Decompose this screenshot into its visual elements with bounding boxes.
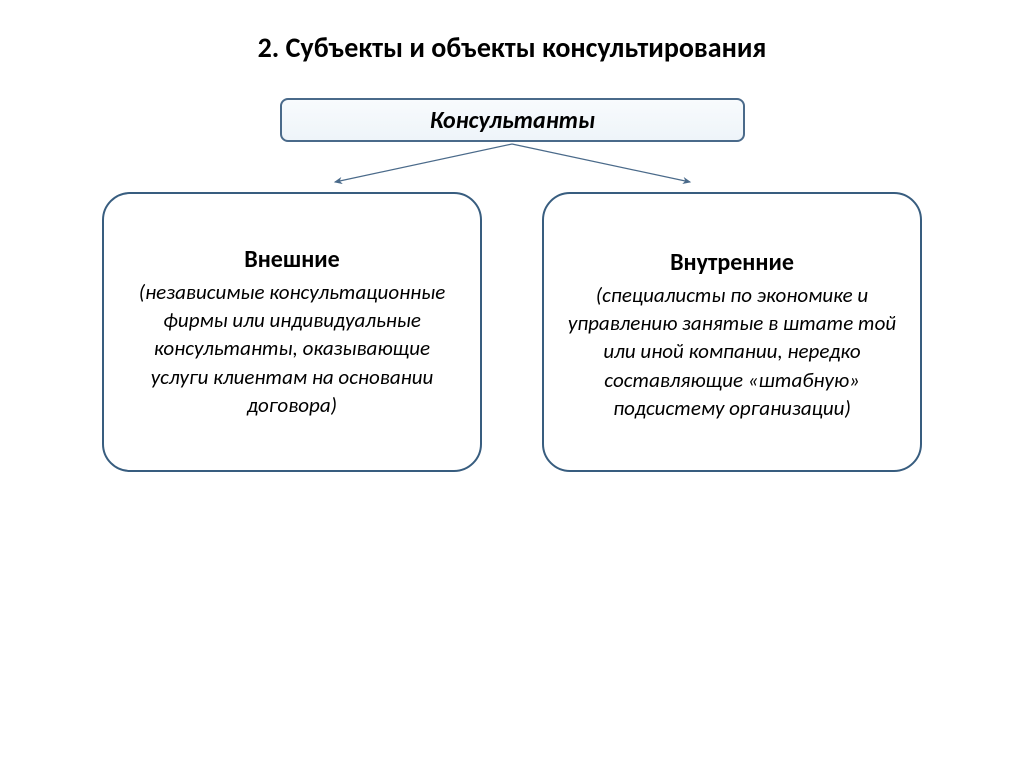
root-node-label: Консультанты (430, 106, 595, 135)
arrow-left (335, 144, 512, 182)
child-title-internal: Внутренние (670, 248, 794, 277)
page-title: 2. Субъекты и объекты консультирования (0, 30, 1024, 65)
child-desc-external: (независимые консультационные фирмы или … (126, 278, 458, 420)
child-title-external: Внешние (244, 245, 339, 274)
child-node-external: Внешние (независимые консультационные фи… (102, 192, 482, 472)
arrow-right (512, 144, 690, 182)
root-node: Консультанты (280, 98, 745, 142)
children-row: Внешние (независимые консультационные фи… (0, 192, 1024, 472)
child-node-internal: Внутренние (специалисты по экономике и у… (542, 192, 922, 472)
child-desc-internal: (специалисты по экономике и управлению з… (566, 281, 898, 423)
